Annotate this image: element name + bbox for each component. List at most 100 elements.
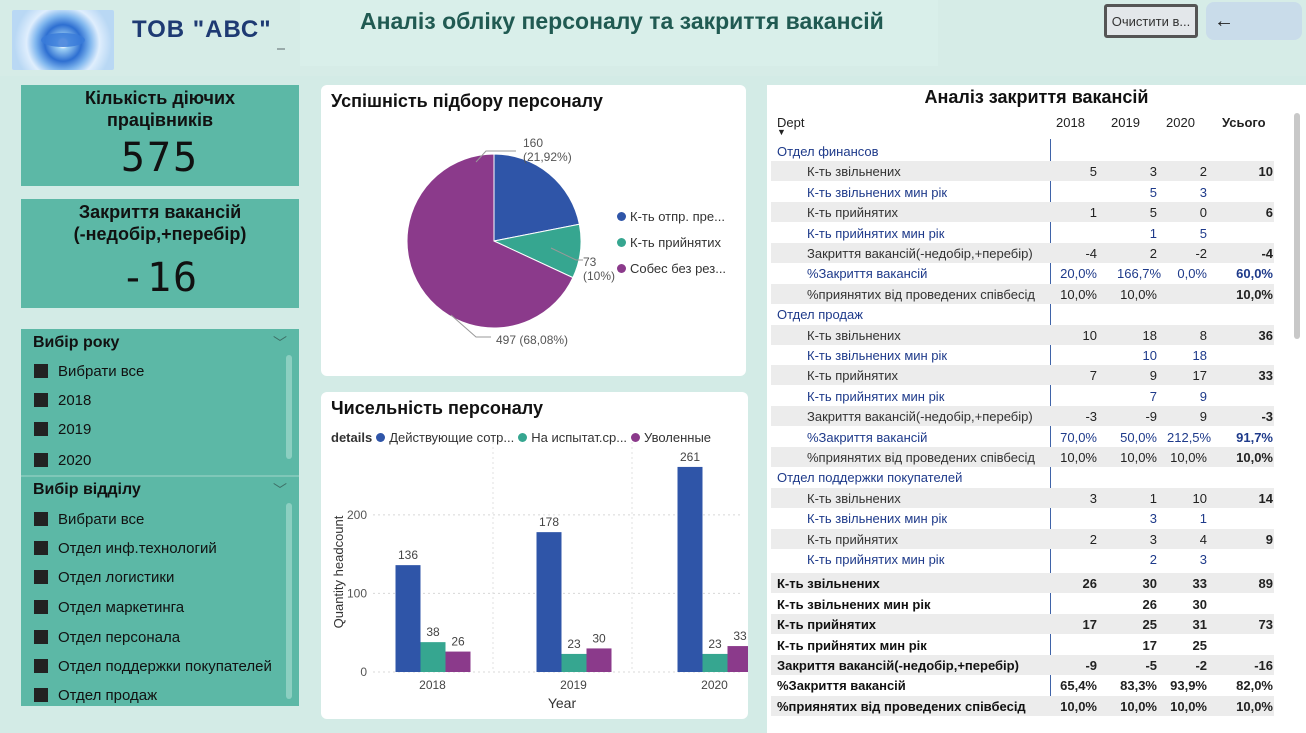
column-header-2019[interactable]: 2019 bbox=[1111, 115, 1140, 130]
checkbox[interactable] bbox=[34, 422, 48, 436]
column-header-2020[interactable]: 2020 bbox=[1166, 115, 1195, 130]
table-cell: -16 bbox=[1254, 658, 1273, 673]
bar[interactable] bbox=[561, 653, 587, 672]
table-row[interactable]: К-ть звільнених 3 1 10 14 bbox=[771, 487, 1274, 508]
table-row[interactable]: Отдел продаж bbox=[771, 304, 1274, 324]
chevron-down-icon[interactable]: ﹀ bbox=[273, 482, 287, 498]
legend-item[interactable]: На испытат.ср... bbox=[518, 430, 627, 445]
row-label: %Закриття вакансій bbox=[807, 266, 928, 282]
back-button[interactable]: ← bbox=[1206, 2, 1302, 40]
table-row[interactable]: Отдел финансов bbox=[771, 141, 1274, 161]
table-row[interactable]: %приянятих від проведених співбесід 10,0%… bbox=[771, 695, 1274, 716]
bar[interactable] bbox=[445, 651, 471, 672]
checkbox[interactable] bbox=[34, 393, 48, 407]
table-row[interactable]: К-ть прийнятих 17 25 31 73 bbox=[771, 614, 1274, 635]
slicer-item-dept-sales[interactable]: Отдел продаж bbox=[34, 685, 157, 705]
slicer-item-dept-logistics[interactable]: Отдел логистики bbox=[34, 567, 174, 587]
table-row[interactable]: %приянятих від проведених співбесід 10,0%… bbox=[771, 283, 1274, 304]
bar[interactable] bbox=[586, 648, 612, 672]
table-scrollbar[interactable] bbox=[1294, 113, 1300, 339]
table-row[interactable]: %Закриття вакансій 20,0% 166,7% 0,0% 60,0% bbox=[771, 263, 1274, 283]
bar[interactable] bbox=[536, 532, 562, 672]
table-row[interactable]: К-ть звільнених мин рік 10 18 bbox=[771, 345, 1274, 365]
table-cell: 3 bbox=[1199, 552, 1207, 567]
bar[interactable] bbox=[727, 646, 749, 672]
year-slicer-scrollbar[interactable] bbox=[286, 355, 292, 459]
bar[interactable] bbox=[677, 466, 703, 672]
table-row[interactable]: К-ть звільнених 26 30 33 89 bbox=[771, 573, 1274, 594]
row-label: К-ть звільнених мин рік bbox=[807, 184, 948, 200]
bar[interactable] bbox=[420, 642, 446, 672]
table-cell: 3 bbox=[1149, 164, 1157, 180]
table-row[interactable]: К-ть звільнених мин рік 5 3 bbox=[771, 182, 1274, 202]
leader-line bbox=[550, 247, 583, 261]
dept-slicer-scrollbar[interactable] bbox=[286, 503, 292, 699]
legend-item[interactable]: Действующие сотр... bbox=[376, 430, 514, 445]
legend-item[interactable]: К-ть отпр. пре... bbox=[617, 209, 725, 224]
table-row[interactable]: К-ть звільнених 10 18 8 36 bbox=[771, 324, 1274, 345]
table-row[interactable]: К-ть звільнених мин рік 3 1 bbox=[771, 508, 1274, 528]
table-row[interactable]: Закриття вакансій(-недобір,+перебір) -4 2 -… bbox=[771, 243, 1274, 263]
table-row[interactable]: К-ть звільнених мин рік 26 30 bbox=[771, 594, 1274, 614]
table-row[interactable]: Отдел поддержки покупателей bbox=[771, 467, 1274, 487]
table-row[interactable]: К-ть прийнятих мин рік 7 9 bbox=[771, 386, 1274, 406]
y-tick-label: 100 bbox=[347, 586, 367, 600]
checkbox[interactable] bbox=[34, 453, 48, 467]
pie-slice-no-result[interactable] bbox=[406, 153, 574, 329]
column-header-2018[interactable]: 2018 bbox=[1056, 115, 1085, 130]
slicer-item-year-2019[interactable]: 2019 bbox=[34, 419, 91, 439]
slicer-item-dept-it[interactable]: Отдел инф.технологий bbox=[34, 538, 217, 558]
table-row[interactable]: Закриття вакансій(-недобір,+перебір) -3 -9… bbox=[771, 406, 1274, 427]
checkbox[interactable] bbox=[34, 364, 48, 378]
row-label: %Закриття вакансій bbox=[777, 678, 906, 694]
slicer-item-dept-marketing[interactable]: Отдел маркетинга bbox=[34, 597, 184, 617]
checkbox[interactable] bbox=[34, 600, 48, 614]
checkbox[interactable] bbox=[34, 541, 48, 555]
slicer-item-dept-all[interactable]: Вибрати все bbox=[34, 509, 144, 529]
table-row[interactable]: К-ть прийнятих мин рік 17 25 bbox=[771, 635, 1274, 655]
table-row[interactable]: К-ть прийнятих 2 3 4 9 bbox=[771, 528, 1274, 549]
sort-desc-icon[interactable]: ▼ bbox=[777, 127, 786, 137]
table-header: Dept ▼ 2018 2019 2020 Усього bbox=[767, 113, 1306, 139]
slicer-item-year-2020[interactable]: 2020 bbox=[34, 450, 91, 470]
table-row[interactable]: К-ть прийнятих мин рік 2 3 bbox=[771, 549, 1274, 569]
table-row[interactable]: К-ть прийнятих мин рік 1 5 bbox=[771, 223, 1274, 243]
table-cell: 17 bbox=[1192, 368, 1207, 384]
legend-item[interactable]: К-ть прийнятих bbox=[617, 235, 721, 250]
slicer-item-year-all[interactable]: Вибрати все bbox=[34, 361, 144, 381]
checkbox[interactable] bbox=[34, 688, 48, 702]
table-row[interactable]: %Закриття вакансій 70,0% 50,0% 212,5% 91,7% bbox=[771, 427, 1274, 447]
table-cell: 5 bbox=[1149, 184, 1157, 200]
table-row[interactable]: %Закриття вакансій 65,4% 83,3% 93,9% 82,0% bbox=[771, 675, 1274, 695]
bar[interactable] bbox=[395, 565, 421, 672]
table-cell: 3 bbox=[1149, 531, 1157, 547]
checkbox[interactable] bbox=[34, 512, 48, 526]
table-row[interactable]: К-ть прийнятих 7 9 17 33 bbox=[771, 365, 1274, 386]
bar-chart-panel: Чисельність персоналу details Действующи… bbox=[321, 392, 748, 719]
slicer-item-dept-personnel[interactable]: Отдел персонала bbox=[34, 627, 180, 647]
pie-chart-title: Успішність підбору персоналу bbox=[331, 91, 603, 111]
column-header-total[interactable]: Усього bbox=[1222, 115, 1266, 130]
chevron-down-icon[interactable]: ﹀ bbox=[273, 335, 287, 351]
slicer-item-year-2018[interactable]: 2018 bbox=[34, 390, 91, 410]
row-label: К-ть звільнених bbox=[807, 490, 901, 506]
table-row[interactable]: К-ть прийнятих 1 5 0 6 bbox=[771, 202, 1274, 223]
bar[interactable] bbox=[702, 653, 728, 672]
table-cell: 10,0% bbox=[1236, 450, 1273, 465]
company-logo bbox=[12, 10, 114, 70]
checkbox[interactable] bbox=[34, 659, 48, 673]
table-row[interactable]: К-ть звільнених 5 3 2 10 bbox=[771, 161, 1274, 182]
checkbox[interactable] bbox=[34, 570, 48, 584]
legend-item[interactable]: Уволенные bbox=[631, 430, 711, 445]
pie-slice-sent-offers[interactable] bbox=[493, 153, 580, 242]
table-cell: 70,0% bbox=[1060, 429, 1097, 445]
legend-item[interactable]: Собес без рез... bbox=[617, 261, 726, 276]
bar-data-label: 23 bbox=[708, 637, 722, 651]
table-row[interactable]: %приянятих від проведених співбесід 10,0%… bbox=[771, 447, 1274, 467]
table-cell: 10,0% bbox=[1236, 698, 1273, 714]
table-row[interactable]: Закриття вакансій(-недобір,+перебір) -9 -5… bbox=[771, 655, 1274, 675]
slicer-item-dept-support[interactable]: Отдел поддержки покупателей bbox=[34, 656, 272, 676]
column-header-dept[interactable]: Dept bbox=[777, 115, 805, 130]
checkbox[interactable] bbox=[34, 630, 48, 644]
clear-filters-button[interactable]: Очистити в... bbox=[1104, 4, 1198, 38]
